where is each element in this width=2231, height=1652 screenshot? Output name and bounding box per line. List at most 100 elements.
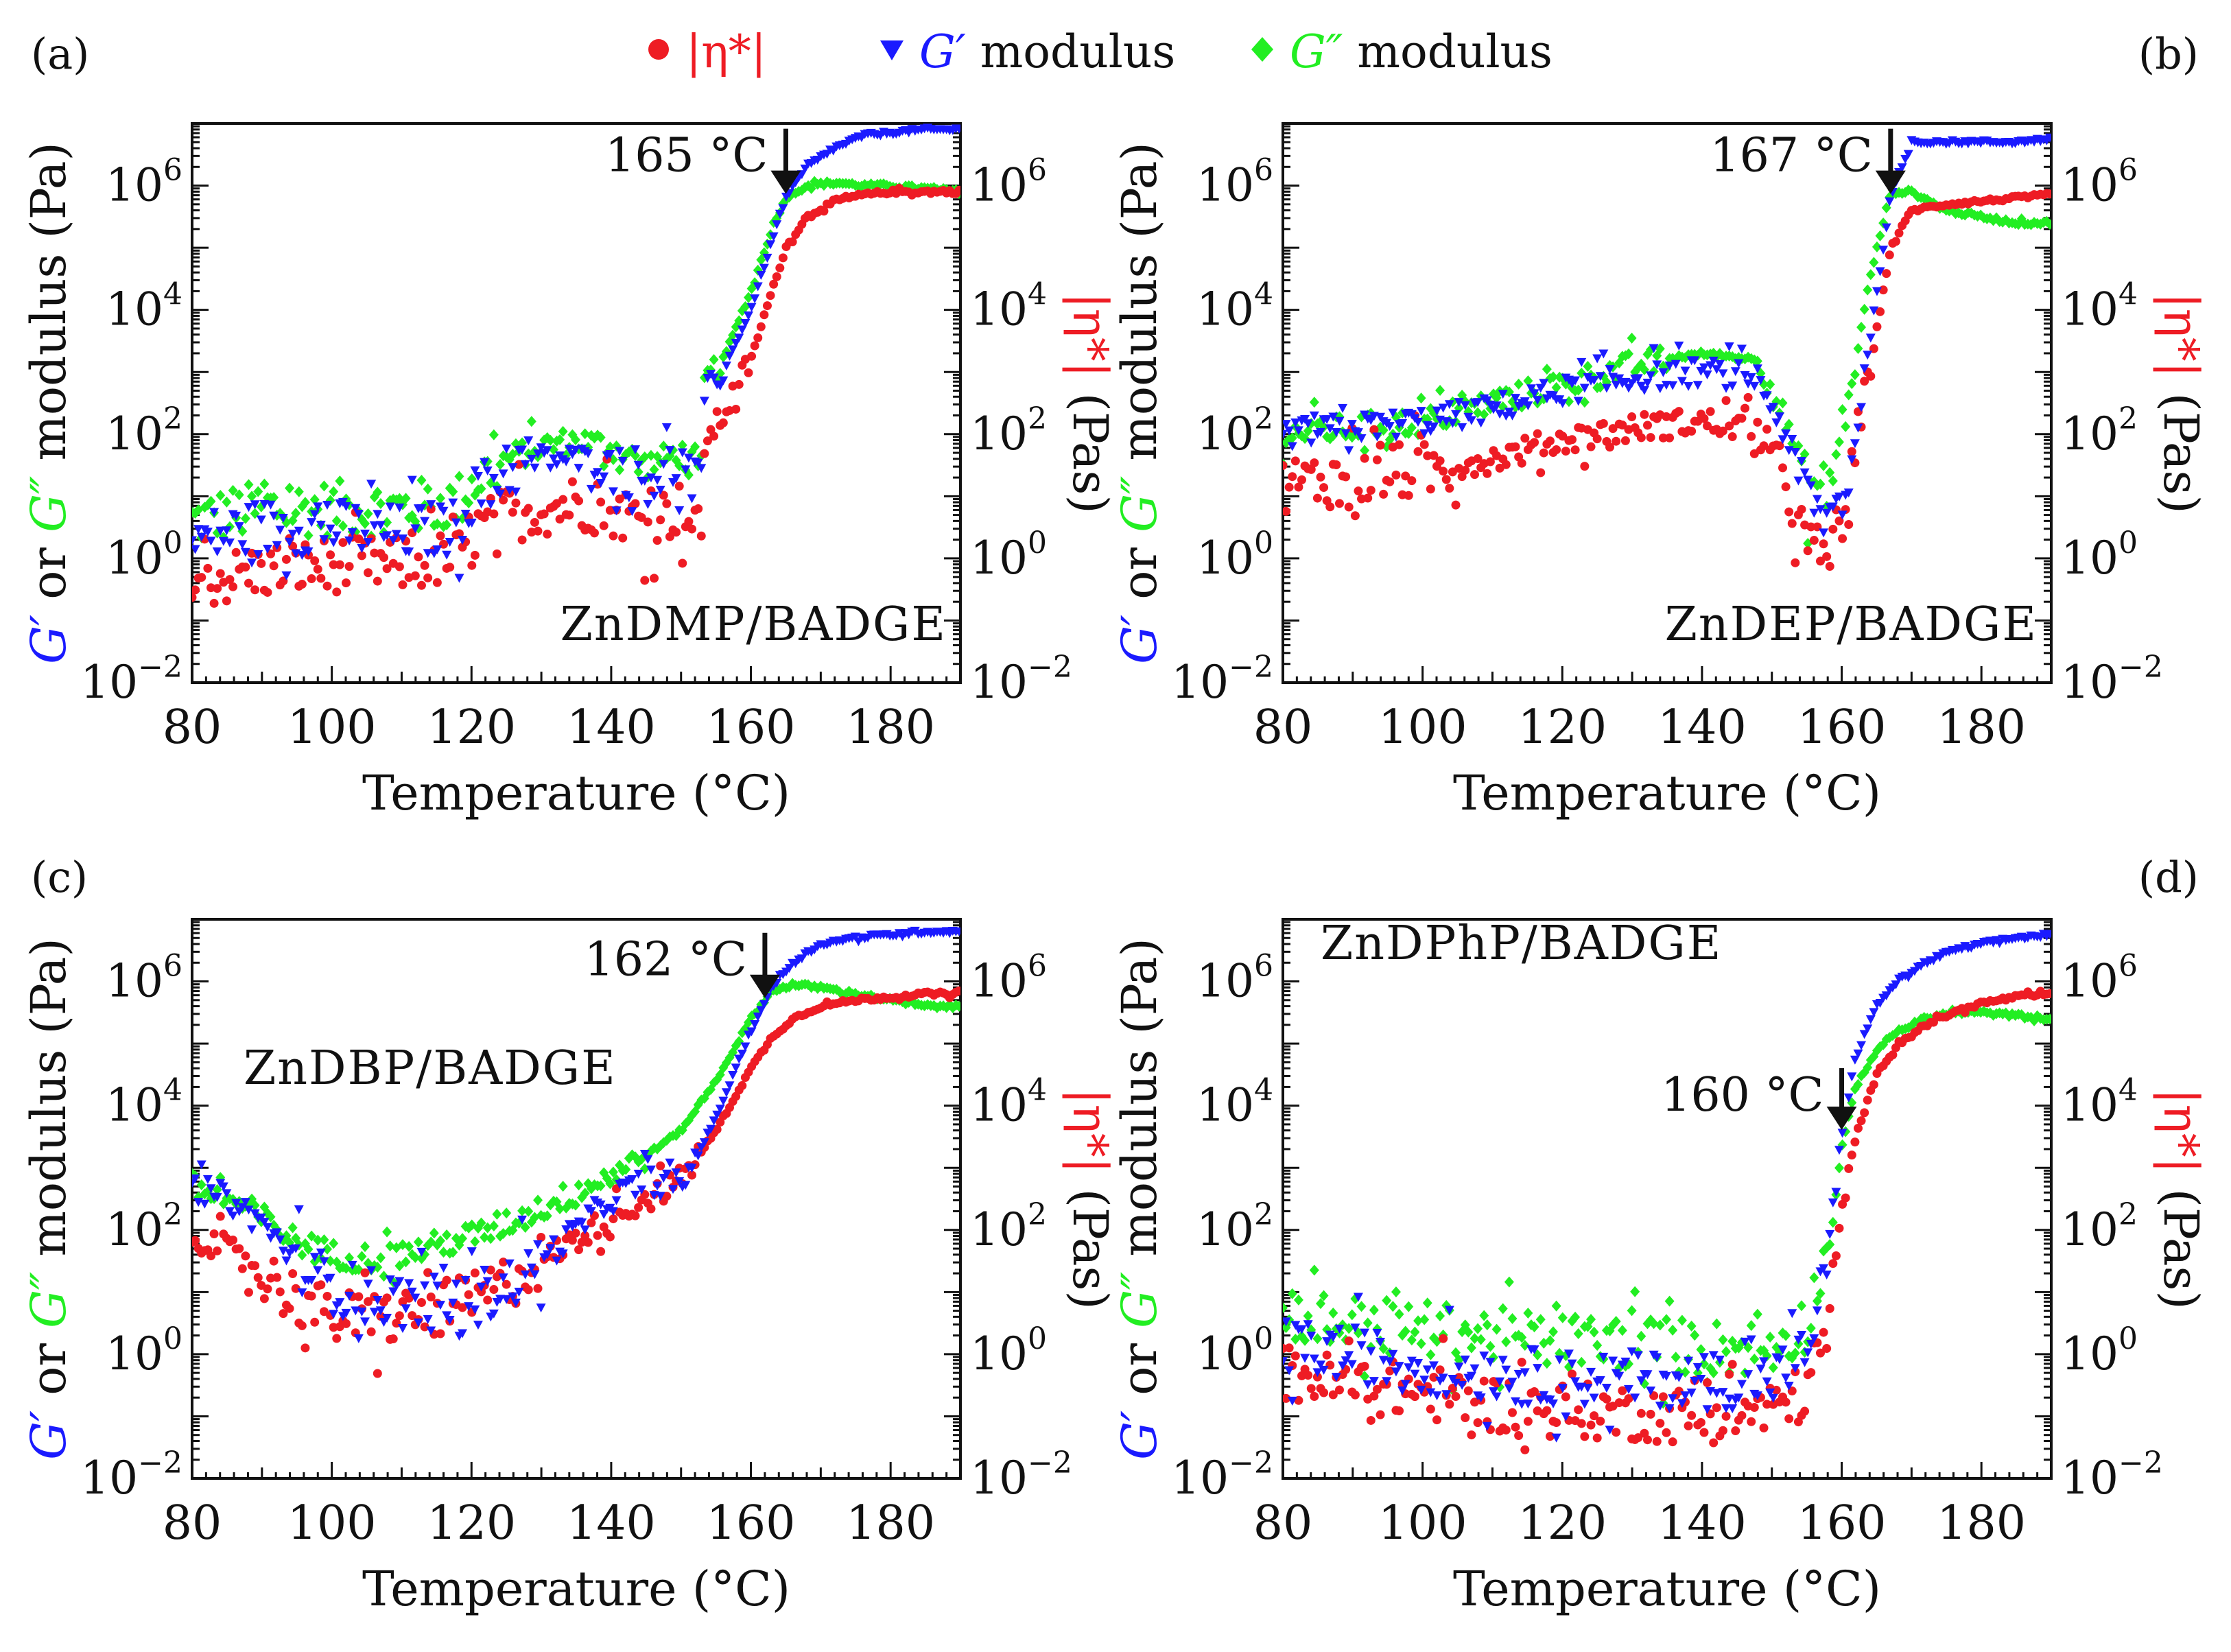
data-point-gprime — [558, 1249, 568, 1259]
data-point-gdoubleprime — [1712, 1318, 1722, 1330]
data-point-eta — [1860, 1108, 1869, 1118]
data-point-eta — [192, 1236, 200, 1245]
data-point-gdoubleprime — [1828, 1216, 1838, 1228]
data-point-gprime — [1633, 374, 1643, 384]
data-point-gdoubleprime — [375, 497, 386, 509]
data-point-eta — [1620, 436, 1630, 445]
data-point-gprime — [202, 528, 213, 537]
data-point-gprime — [316, 1248, 326, 1258]
data-point-gdoubleprime — [285, 482, 295, 494]
data-point-gdoubleprime — [319, 1234, 329, 1246]
y-axis-label-part: modulus (Pa) — [21, 142, 77, 476]
y-axis-label-right: |η*| (Pas) — [1062, 1088, 1118, 1310]
data-point-gprime — [1586, 1367, 1596, 1377]
data-layer — [1283, 930, 2051, 1454]
data-point-gprime — [247, 558, 257, 568]
data-point-eta — [1888, 1050, 1898, 1060]
x-tick-label: 160 — [707, 700, 796, 755]
data-point-gprime — [1624, 1384, 1633, 1394]
data-point-gprime — [385, 502, 395, 512]
data-point-gprime — [501, 1295, 512, 1304]
data-point-gdoubleprime — [250, 1199, 260, 1211]
data-point-eta — [1316, 472, 1325, 482]
y2-tick-label: 106 — [970, 153, 1047, 212]
data-point-eta — [316, 1280, 326, 1290]
data-point-gprime — [1469, 1364, 1480, 1373]
data-point-gprime — [530, 1270, 540, 1279]
data-point-gdoubleprime — [363, 508, 373, 519]
data-point-gprime — [420, 1281, 430, 1290]
data-point-eta — [1699, 414, 1709, 423]
y-tick-exp: 6 — [163, 949, 182, 984]
data-point-eta — [1288, 472, 1297, 482]
data-point-gprime — [498, 469, 508, 479]
data-point-gprime — [737, 1049, 747, 1059]
y2-tick-label: 104 — [2061, 277, 2138, 336]
data-point-eta — [718, 418, 728, 427]
data-point-gprime — [1652, 1353, 1662, 1362]
data-point-gprime — [426, 1326, 436, 1336]
data-point-gdoubleprime — [360, 518, 370, 530]
data-point-eta — [364, 1297, 373, 1306]
legend-label-symbol: G″ — [1290, 25, 1343, 78]
data-point-gprime — [740, 319, 751, 329]
y2-tick-label: 106 — [2061, 949, 2138, 1008]
data-point-eta — [1520, 1445, 1530, 1454]
data-point-gprime — [388, 1287, 399, 1297]
data-point-eta — [250, 1261, 260, 1271]
data-point-gprime — [1752, 364, 1762, 374]
x-tick-label: 140 — [1657, 700, 1747, 755]
data-point-gprime — [1460, 401, 1470, 410]
data-point-gdoubleprime — [639, 451, 650, 462]
data-point-eta — [1429, 451, 1439, 460]
data-point-eta — [1721, 1411, 1731, 1421]
data-point-gdoubleprime — [401, 1256, 411, 1268]
y-tick-exp: 2 — [1254, 1197, 1273, 1232]
data-point-gdoubleprime — [649, 464, 659, 475]
data-point-eta — [1413, 447, 1423, 456]
data-point-gprime — [319, 1257, 329, 1266]
data-point-eta — [1294, 482, 1303, 492]
data-point-gdoubleprime — [413, 1236, 423, 1248]
data-point-eta — [1328, 1390, 1338, 1400]
data-point-gprime — [250, 500, 260, 510]
data-point-eta — [1310, 458, 1319, 468]
y-tick-label: 10−2 — [80, 650, 182, 709]
data-point-gprime — [341, 1308, 351, 1318]
data-point-gprime — [1903, 150, 1913, 159]
x-tick-label: 100 — [1378, 700, 1467, 755]
data-point-gdoubleprime — [1655, 343, 1665, 355]
data-point-gprime — [1734, 359, 1744, 368]
data-point-eta — [1831, 1251, 1841, 1261]
data-point-gprime — [1360, 1328, 1370, 1338]
data-point-gprime — [1551, 1433, 1561, 1443]
data-point-gprime — [316, 521, 326, 530]
data-point-eta — [1376, 440, 1385, 450]
data-point-eta — [662, 1192, 672, 1201]
data-point-gprime — [1708, 356, 1719, 366]
data-point-gprime — [1491, 401, 1502, 411]
data-point-eta — [244, 1288, 253, 1297]
data-point-gdoubleprime — [294, 486, 304, 497]
data-point-gdoubleprime — [401, 493, 411, 504]
y2-tick-label: 100 — [2061, 526, 2138, 585]
data-point-gprime — [523, 436, 534, 446]
data-point-gdoubleprime — [1400, 1325, 1410, 1337]
data-point-gdoubleprime — [435, 493, 445, 504]
data-point-eta — [1825, 1303, 1834, 1313]
data-point-gdoubleprime — [423, 483, 433, 495]
data-point-eta — [1633, 1433, 1643, 1443]
data-point-eta — [1379, 489, 1389, 499]
data-point-eta — [470, 1268, 480, 1277]
data-point-eta — [1866, 371, 1876, 381]
data-point-eta — [1876, 307, 1885, 316]
data-point-eta — [1803, 546, 1813, 556]
series-eta — [1283, 987, 2051, 1454]
data-point-eta — [511, 498, 521, 508]
data-point-gdoubleprime — [1293, 1294, 1303, 1306]
data-point-gprime — [1718, 1388, 1728, 1397]
y2-tick-label: 10−2 — [970, 1446, 1072, 1504]
y2-tick-base: 10 — [970, 532, 1028, 585]
x-tick-label: 120 — [1518, 1496, 1607, 1550]
